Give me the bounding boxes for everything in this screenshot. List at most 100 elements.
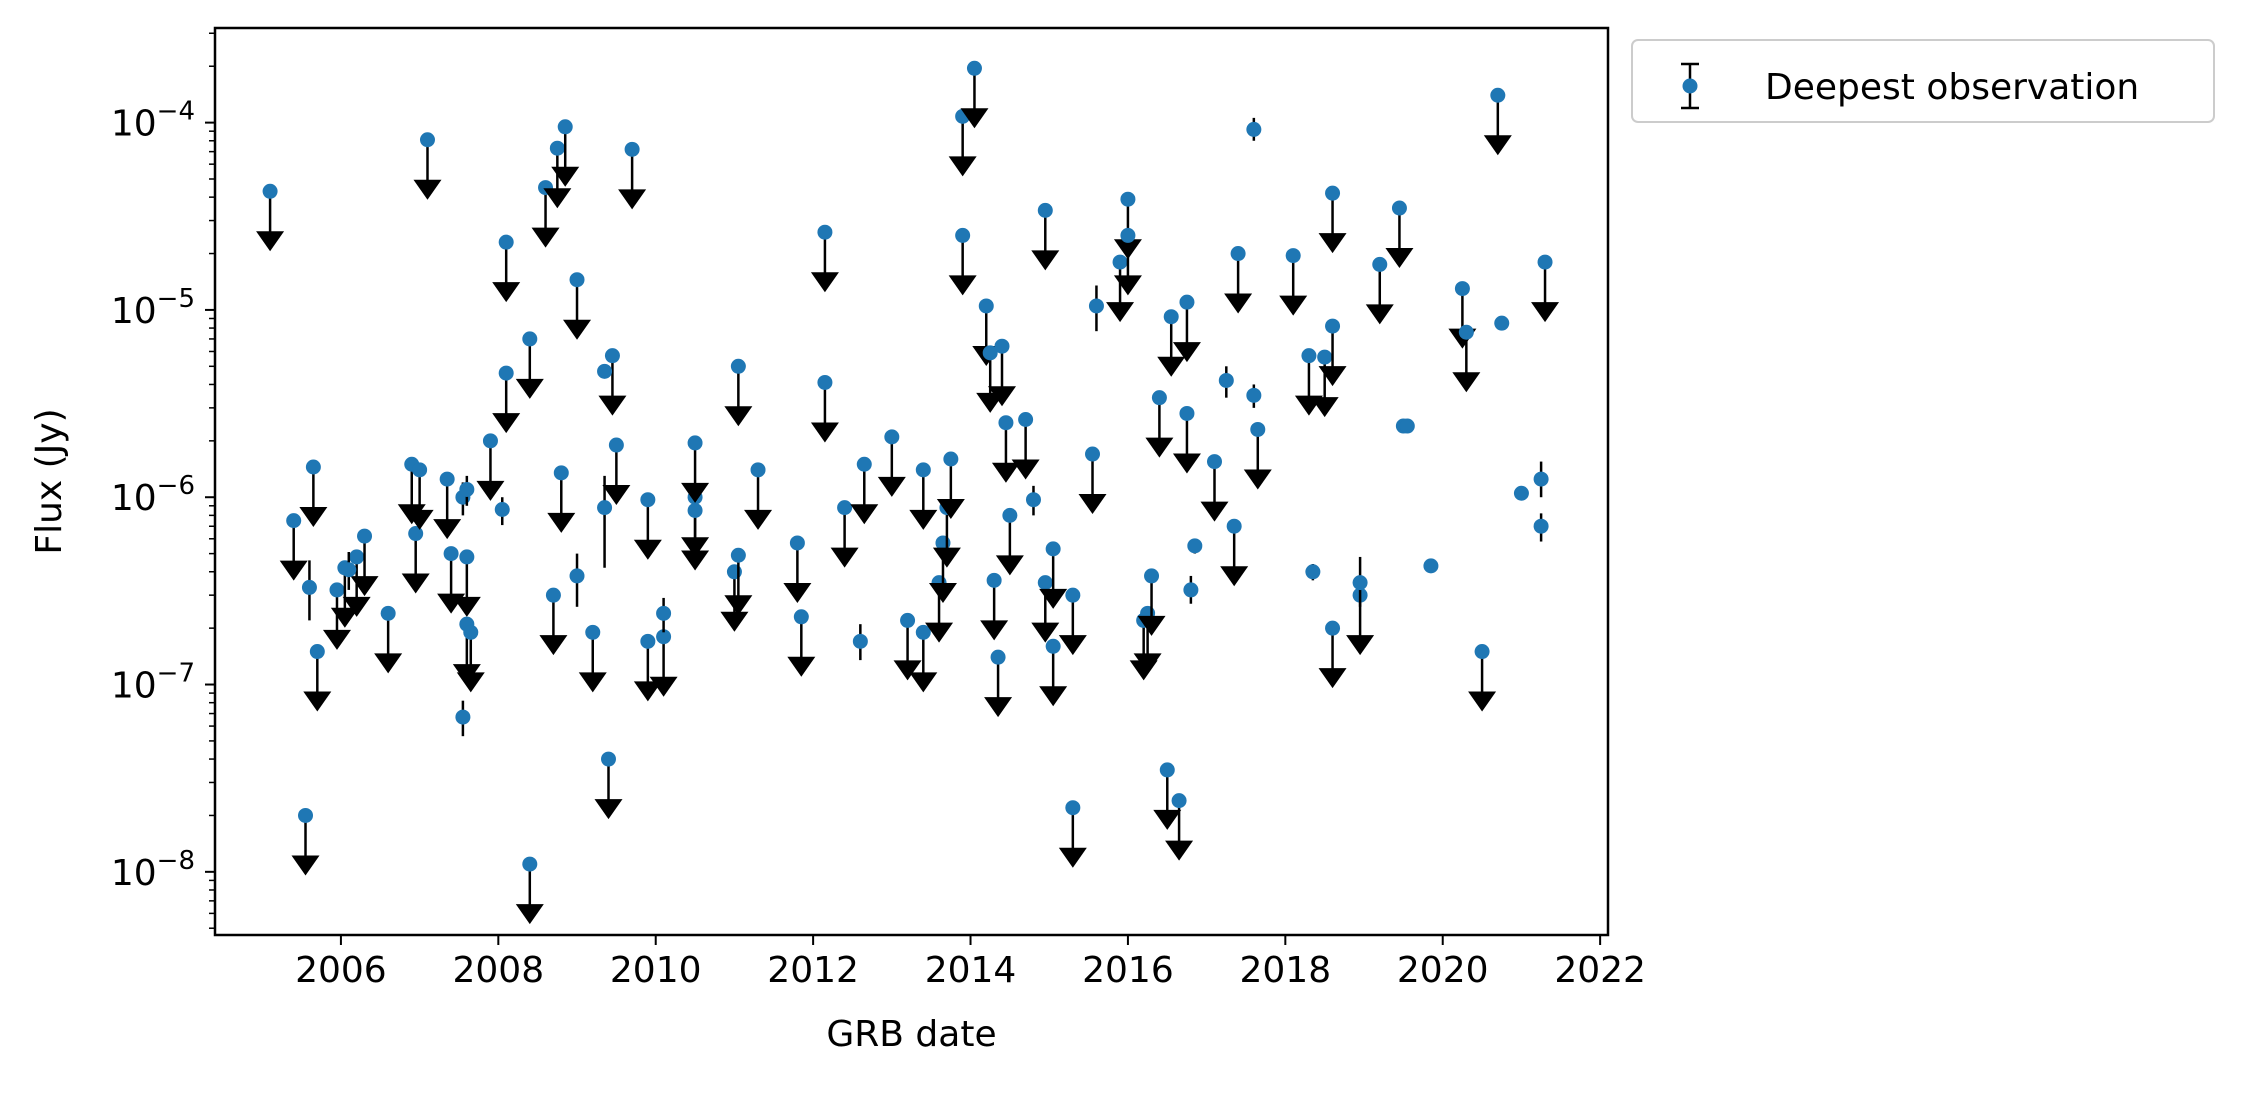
detection-point xyxy=(341,551,357,590)
data-point xyxy=(1317,349,1333,365)
upper-limit-point xyxy=(598,348,627,416)
data-point xyxy=(1226,518,1242,534)
detection-point xyxy=(1187,538,1203,554)
upper-limit-arrowhead xyxy=(452,596,481,617)
data-point xyxy=(545,587,561,603)
upper-limit-point xyxy=(350,528,379,597)
data-point xyxy=(1325,318,1341,334)
data-point xyxy=(1179,294,1195,310)
upper-limit-point xyxy=(984,649,1013,718)
data-point xyxy=(837,500,853,516)
upper-limit-arrowhead xyxy=(1058,847,1087,868)
upper-limit-point xyxy=(936,451,965,519)
data-point xyxy=(604,348,620,364)
upper-limit-point xyxy=(681,435,710,503)
axes-frame xyxy=(213,26,1610,937)
data-point xyxy=(286,513,302,529)
upper-limit-arrowhead xyxy=(578,672,607,693)
data-point xyxy=(1474,644,1490,660)
upper-limit-point xyxy=(299,459,328,527)
upper-limit-point xyxy=(960,60,989,129)
data-point xyxy=(1537,254,1553,270)
data-point xyxy=(789,535,805,551)
y-tick-label: 10−4 xyxy=(111,97,195,145)
data-point xyxy=(982,345,998,361)
x-tick-label: 2022 xyxy=(1554,950,1646,991)
upper-limit-point xyxy=(1137,568,1166,636)
y-axis-label: Flux (Jy) xyxy=(29,408,70,554)
upper-limit-arrowhead xyxy=(1172,342,1201,363)
upper-limit-arrowhead xyxy=(1106,302,1135,323)
upper-limit-arrowhead xyxy=(1113,275,1142,296)
upper-limit-arrowhead xyxy=(724,595,753,616)
detection-point xyxy=(1494,315,1510,331)
upper-limit-point xyxy=(543,140,572,209)
data-point xyxy=(1230,246,1246,262)
upper-limit-point xyxy=(744,462,773,530)
data-point xyxy=(793,609,809,625)
legend-entry: Deepest observation xyxy=(1765,67,2139,108)
data-point xyxy=(1085,446,1101,462)
upper-limit-arrowhead xyxy=(744,509,773,530)
upper-limit-arrowhead xyxy=(633,539,662,560)
upper-limit-point xyxy=(551,119,580,187)
detection-point xyxy=(1533,513,1549,542)
upper-limit-arrowhead xyxy=(1483,135,1512,156)
data-point xyxy=(1490,87,1506,103)
data-point xyxy=(1246,387,1262,403)
upper-limit-point xyxy=(810,374,839,443)
data-point xyxy=(943,451,959,467)
data-point xyxy=(900,612,916,628)
upper-limit-arrowhead xyxy=(515,904,544,925)
data-point xyxy=(687,435,703,451)
detection-point xyxy=(1088,285,1104,332)
upper-limit-point xyxy=(1172,294,1201,363)
upper-limit-point xyxy=(594,751,623,820)
data-point xyxy=(624,141,640,157)
upper-limit-arrowhead xyxy=(1224,293,1253,314)
upper-limit-arrowhead xyxy=(299,507,328,527)
upper-limit-arrowhead xyxy=(810,272,839,293)
data-point xyxy=(856,456,872,472)
data-point xyxy=(1218,372,1234,388)
x-tick-label: 2016 xyxy=(1082,950,1174,991)
upper-limit-point xyxy=(563,272,592,340)
upper-limit-point xyxy=(830,500,859,568)
data-point xyxy=(1037,202,1053,218)
upper-limit-point xyxy=(602,437,631,506)
upper-limit-arrowhead xyxy=(492,413,521,434)
upper-limit-point xyxy=(303,644,332,712)
data-point xyxy=(1494,315,1510,331)
data-point xyxy=(998,415,1014,431)
detection-point xyxy=(1305,564,1321,581)
data-point xyxy=(305,459,321,475)
data-point xyxy=(329,582,345,598)
data-point xyxy=(1120,191,1136,207)
upper-limit-point xyxy=(948,227,977,296)
upper-limit-arrowhead xyxy=(724,406,753,427)
data-point xyxy=(1285,248,1301,264)
upper-limit-point xyxy=(810,224,839,293)
data-point xyxy=(1065,587,1081,603)
upper-limit-point xyxy=(988,338,1017,407)
data-point xyxy=(597,363,613,379)
upper-limit-arrowhead xyxy=(787,656,816,677)
upper-limit-point xyxy=(515,856,544,925)
data-point xyxy=(1325,620,1341,636)
data-point xyxy=(1163,309,1179,325)
upper-limit-arrowhead xyxy=(1078,494,1107,515)
upper-limit-arrowhead xyxy=(594,799,623,820)
upper-limit-point xyxy=(291,807,320,876)
data-point xyxy=(1159,762,1175,778)
data-point xyxy=(884,429,900,445)
data-point xyxy=(1352,575,1368,591)
detection-point xyxy=(455,700,471,737)
data-point xyxy=(455,709,471,725)
upper-limit-arrowhead xyxy=(433,519,462,540)
upper-limit-arrowhead xyxy=(602,485,631,506)
data-point xyxy=(443,546,459,562)
upper-limit-arrowhead xyxy=(1172,453,1201,474)
data-point xyxy=(1399,418,1415,434)
upper-limit-point xyxy=(547,465,576,533)
upper-limit-point xyxy=(374,605,403,674)
